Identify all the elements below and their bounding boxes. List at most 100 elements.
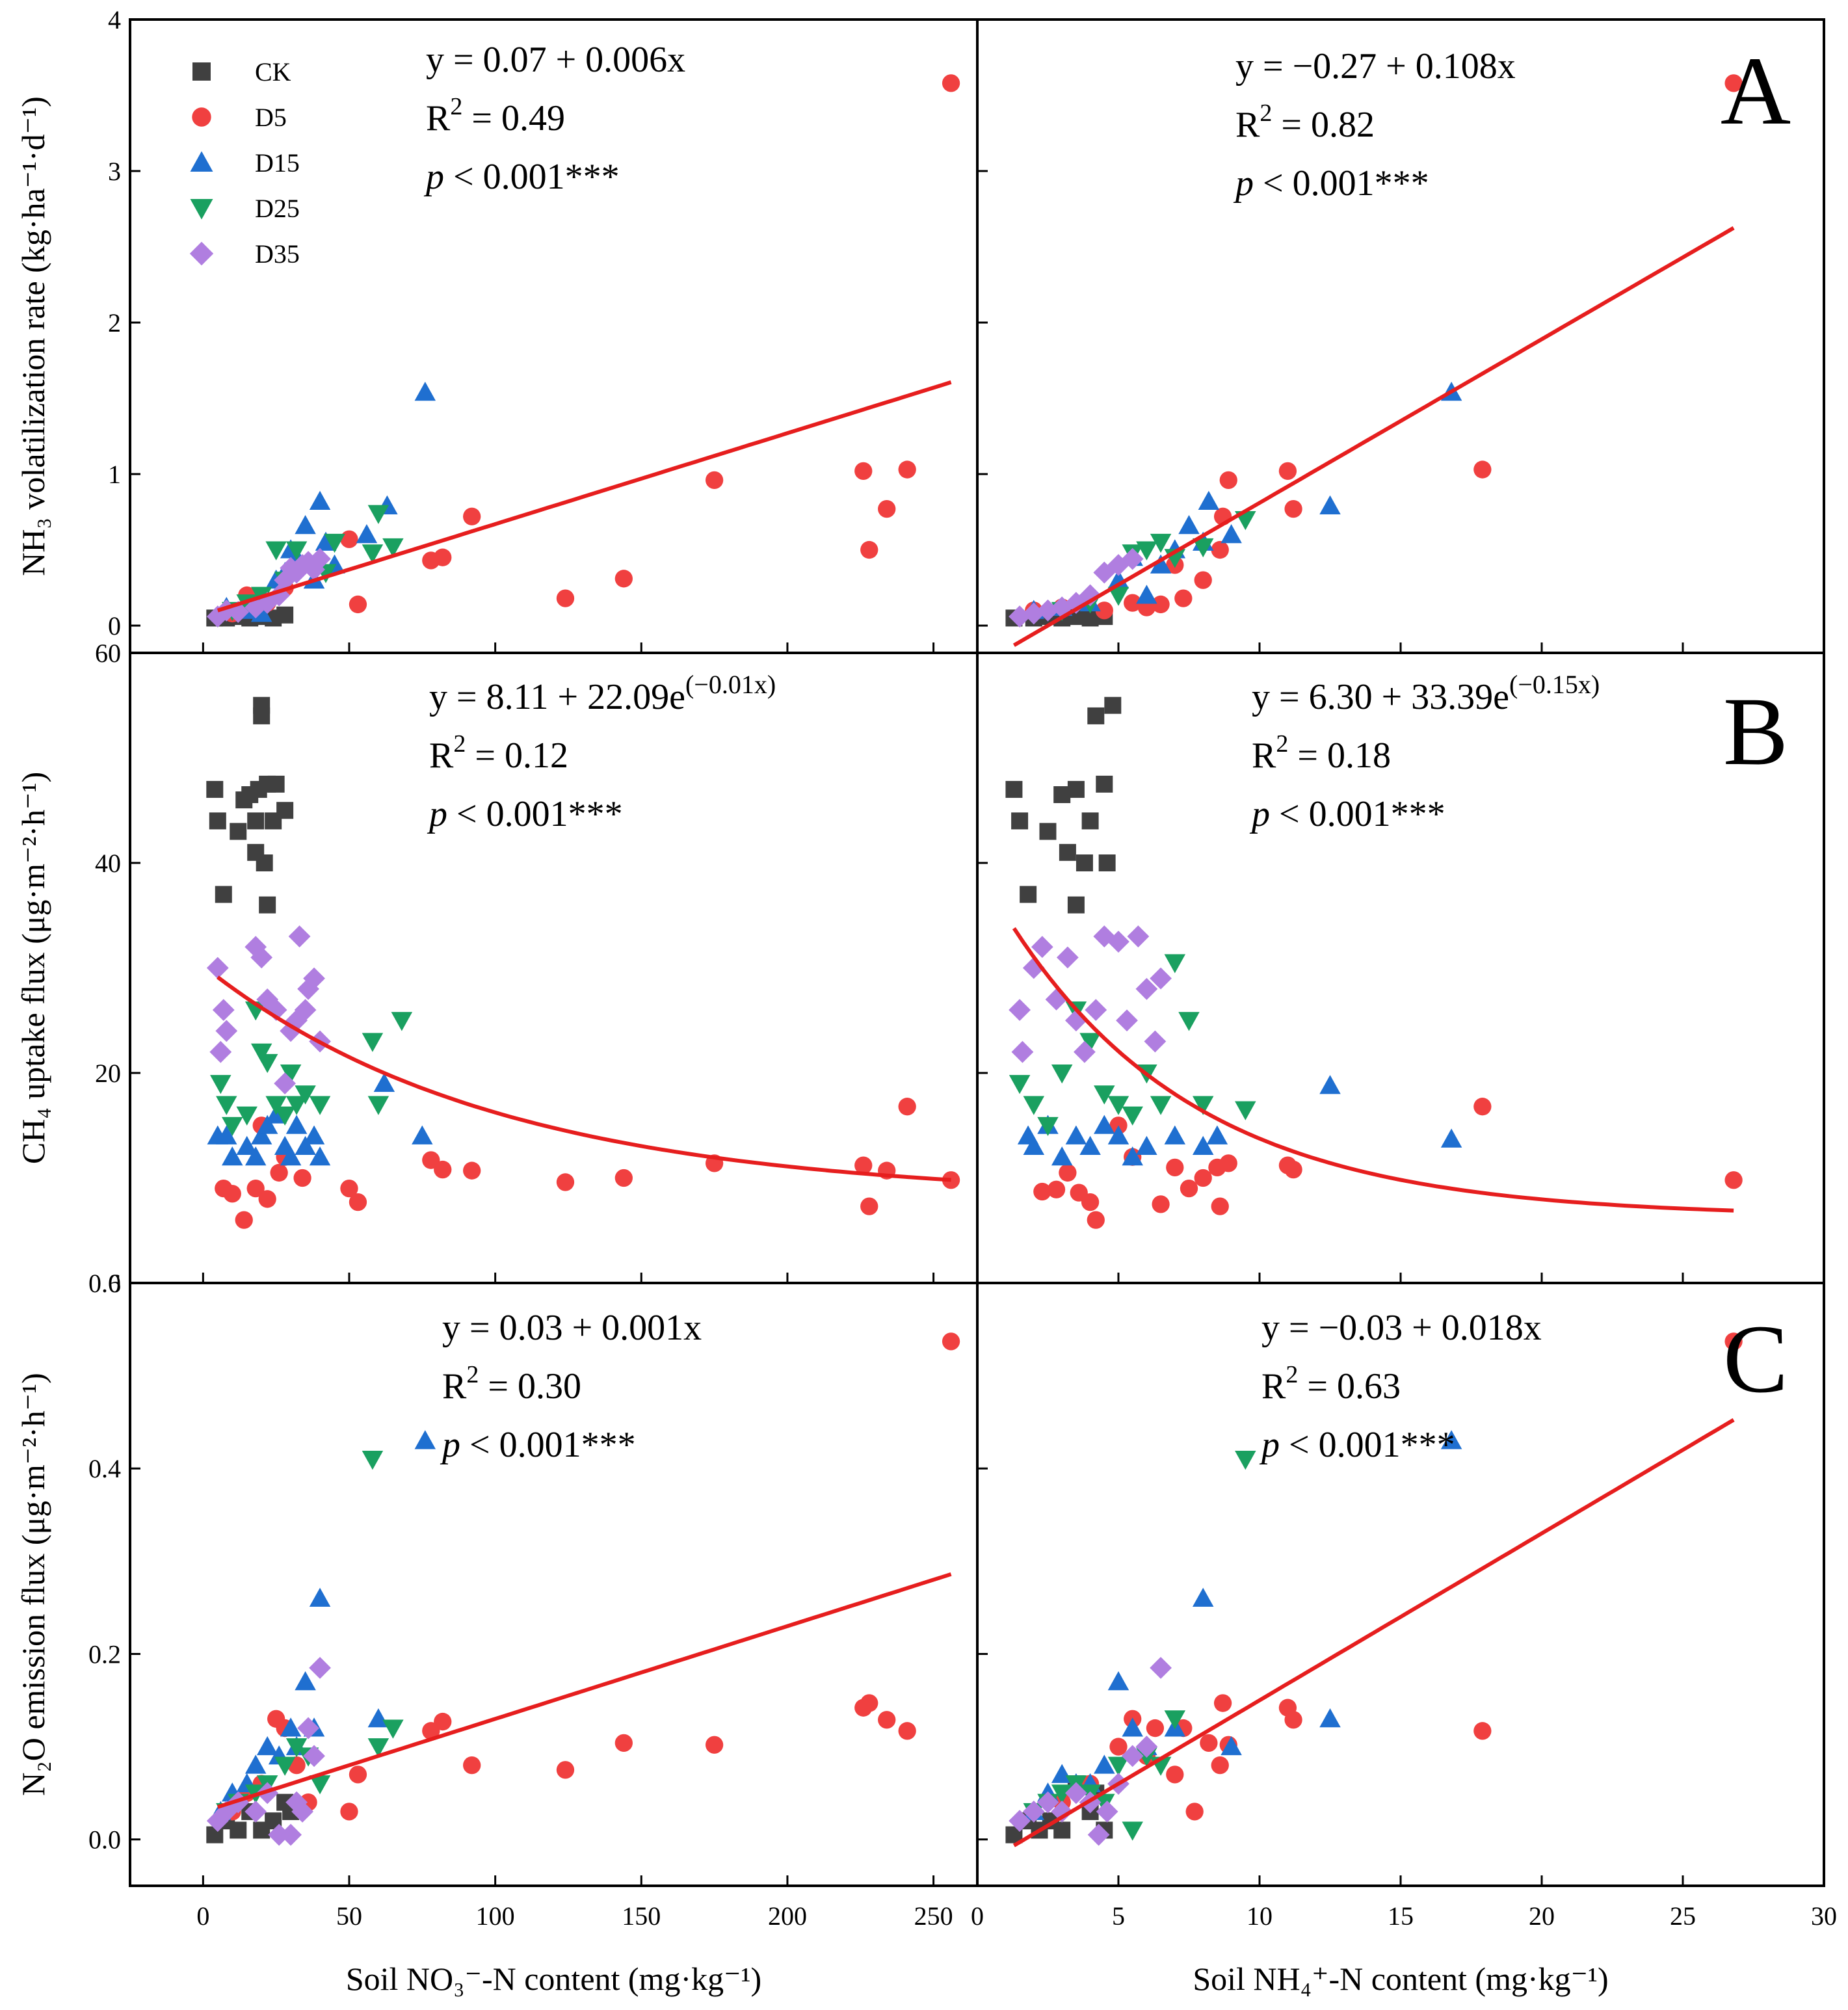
point-C-no3-D5-12 <box>556 1761 575 1779</box>
point-B-no3-D25-14 <box>367 1096 389 1115</box>
ytick-label-A-3: 3 <box>108 157 121 186</box>
point-B-no3-D5-12 <box>434 1160 452 1179</box>
ytick-label-A-0: 0 <box>108 611 121 641</box>
point-B-nh4-CK-3 <box>1039 823 1057 840</box>
equation-C-nh4: y = −0.03 + 0.018x <box>1261 1308 1542 1348</box>
point-B-nh4-D15-10 <box>1164 1125 1186 1144</box>
panel-letter-A: A <box>1721 37 1791 145</box>
ytick-label-A-1: 1 <box>108 460 121 489</box>
point-B-no3-D25-10 <box>285 1096 308 1115</box>
point-B-no3-D5-10 <box>349 1193 367 1211</box>
point-B-nh4-D35-15 <box>1150 967 1172 990</box>
r2-superscript: 2 <box>450 93 462 120</box>
point-A-nh4-D35-5 <box>1079 584 1102 607</box>
point-A-no3-D5-13 <box>860 540 878 559</box>
r2-value: = 0.18 <box>1288 735 1391 776</box>
point-C-nh4-D35-7 <box>1096 1801 1118 1823</box>
point-C-nh4-D35-1 <box>1022 1801 1045 1823</box>
point-B-no3-CK-0 <box>206 780 224 798</box>
point-B-nh4-D25-2 <box>1037 1117 1059 1136</box>
point-C-no3-D35-6 <box>280 1823 302 1846</box>
point-B-nh4-CK-11 <box>1104 696 1122 714</box>
point-B-no3-D35-6 <box>256 988 279 1011</box>
point-A-nh4-D25-4 <box>1136 541 1157 561</box>
ytick-label-A-2: 2 <box>108 308 121 337</box>
fit-line-A-no3 <box>217 380 952 613</box>
point-C-no3-D15-8 <box>295 1671 316 1691</box>
point-B-nh4-D5-9 <box>1166 1158 1184 1176</box>
point-B-no3-D35-12 <box>294 999 317 1021</box>
panel-frame-2-1 <box>976 1282 1825 1887</box>
point-B-no3-D35-8 <box>274 1072 297 1095</box>
ytick-label-B-2: 40 <box>95 849 121 878</box>
r2-value: = 0.12 <box>466 735 568 776</box>
point-A-no3-D5-7 <box>434 548 452 566</box>
point-C-no3-D5-18 <box>898 1722 916 1740</box>
ytick-label-A-4: 4 <box>108 5 121 34</box>
point-A-no3-D15-7 <box>295 515 316 535</box>
point-B-nh4-D5-13 <box>1211 1197 1229 1215</box>
point-B-nh4-D15-4 <box>1065 1125 1087 1144</box>
point-B-nh4-D5-18 <box>1724 1171 1743 1189</box>
point-C-no3-D25-5 <box>285 1738 308 1758</box>
point-C-no3-D15-6 <box>280 1717 302 1737</box>
point-B-nh4-D15-9 <box>1136 1135 1157 1156</box>
point-A-no3-D25-3 <box>265 541 287 561</box>
point-A-nh4-D25-7 <box>1192 538 1214 558</box>
fit-line-A-nh4 <box>1012 226 1735 647</box>
point-C-nh4-D5-5 <box>1146 1719 1165 1738</box>
point-B-no3-D5-18 <box>860 1197 878 1215</box>
point-B-nh4-CK-2 <box>1020 886 1037 903</box>
point-A-no3-D15-12 <box>356 523 378 544</box>
point-B-nh4-CK-12 <box>1067 896 1085 914</box>
point-B-no3-D35-5 <box>250 946 273 969</box>
point-A-no3-D5-14 <box>878 499 896 518</box>
point-B-nh4-D35-11 <box>1116 1009 1138 1032</box>
point-B-nh4-D35-1 <box>1011 1040 1034 1063</box>
legend-marker-CK <box>192 62 211 81</box>
point-B-no3-D15-6 <box>256 1115 278 1134</box>
point-A-nh4-D15-12 <box>1319 495 1341 514</box>
point-B-nh4-D35-14 <box>1144 1030 1167 1053</box>
point-A-nh4-D5-11 <box>1219 471 1237 490</box>
point-B-no3-D25-12 <box>309 1096 331 1115</box>
p-symbol: p <box>1259 1425 1280 1465</box>
point-C-no3-D25-7 <box>309 1775 331 1795</box>
point-B-nh4-D5-14 <box>1219 1154 1237 1172</box>
point-C-no3-D25-4 <box>274 1756 296 1776</box>
point-B-no3-D25-11 <box>295 1085 316 1105</box>
point-A-nh4-D5-2 <box>1095 602 1113 620</box>
point-B-nh4-D5-0 <box>1033 1182 1051 1201</box>
xlabel-nh4: Soil NH₄⁺-N content (mg·kg⁻¹) <box>1193 1961 1608 1997</box>
point-C-nh4-D15-7 <box>1122 1717 1143 1737</box>
ytick-label-C-2: 0.4 <box>88 1454 121 1483</box>
point-B-nh4-D25-5 <box>1079 1033 1101 1052</box>
point-A-no3-D5-5 <box>349 595 367 614</box>
pvalue-C-nh4: p < 0.001*** <box>1259 1425 1455 1465</box>
legend-label-D25: D25 <box>255 194 300 223</box>
point-C-nh4-D35-3 <box>1051 1801 1074 1823</box>
point-A-nh4-D5-8 <box>1194 571 1212 589</box>
ylabel-C: N₂O emission flux (μg·m⁻²·h⁻¹) <box>15 1373 51 1796</box>
point-B-no3-D15-11 <box>295 1135 316 1156</box>
point-C-nh4-D35-0 <box>1009 1810 1031 1832</box>
point-B-no3-D35-13 <box>297 977 319 1000</box>
legend-label-D5: D5 <box>255 103 287 132</box>
r2-value: = 0.30 <box>479 1366 581 1407</box>
point-B-no3-D15-4 <box>244 1146 267 1166</box>
point-C-nh4-D5-8 <box>1185 1803 1204 1821</box>
point-C-nh4-D15-12 <box>1319 1708 1341 1728</box>
point-B-nh4-CK-5 <box>1059 843 1076 861</box>
point-A-no3-D5-9 <box>556 589 575 607</box>
r2-B-no3: R2 = 0.12 <box>429 730 568 776</box>
equation-C-no3: y = 0.03 + 0.001x <box>442 1308 702 1348</box>
point-C-no3-D35-8 <box>291 1801 313 1823</box>
point-C-nh4-D35-10 <box>1135 1736 1158 1758</box>
fit-line-C-nh4 <box>1012 1418 1735 1847</box>
r2-superscript: 2 <box>1286 1361 1298 1388</box>
point-A-no3-D5-16 <box>942 74 960 92</box>
point-C-no3-D15-12 <box>414 1430 436 1449</box>
xtick-label-no3-1: 50 <box>336 1901 362 1931</box>
point-C-no3-CK-2 <box>230 1821 247 1839</box>
point-B-no3-D15-9 <box>280 1146 302 1166</box>
